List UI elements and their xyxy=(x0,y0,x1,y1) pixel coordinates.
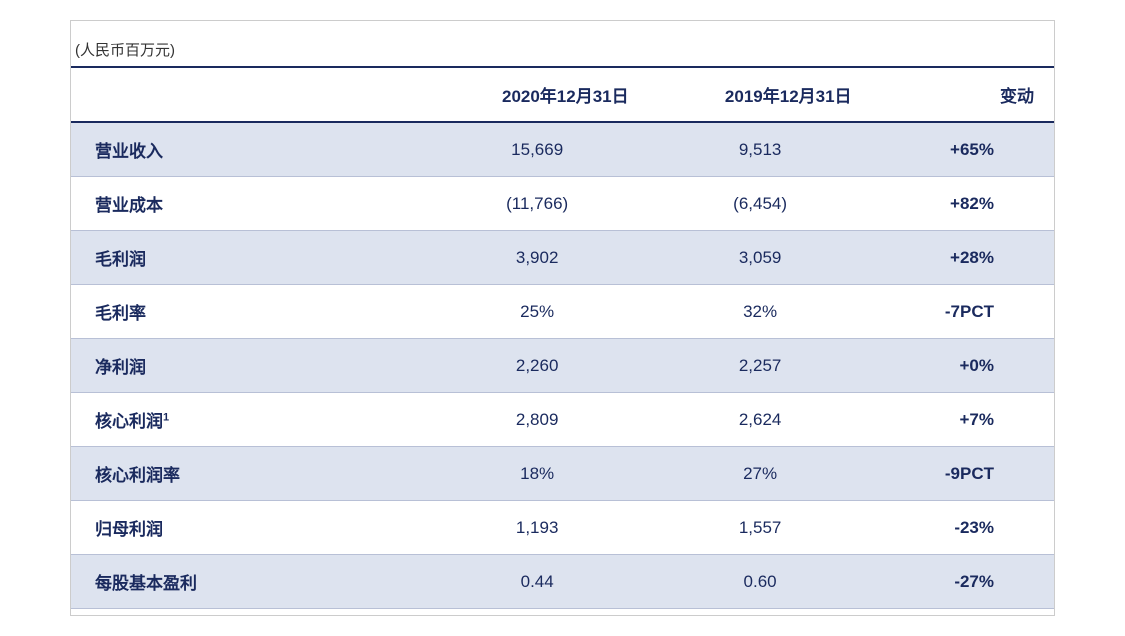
header-col-2020: 2020年12月31日 xyxy=(426,67,649,122)
row-label: 核心利润率 xyxy=(71,447,426,501)
row-value-2019: 32% xyxy=(649,285,872,339)
table-row: 每股基本盈利0.440.60-27% xyxy=(71,555,1054,609)
table-row: 营业收入15,6699,513+65% xyxy=(71,122,1054,177)
row-value-2019: 9,513 xyxy=(649,122,872,177)
row-value-2019: 2,624 xyxy=(649,393,872,447)
row-change: +28% xyxy=(872,231,1054,285)
row-change: +7% xyxy=(872,393,1054,447)
row-value-2020: 2,260 xyxy=(426,339,649,393)
row-label: 毛利润 xyxy=(71,231,426,285)
row-value-2020: 1,193 xyxy=(426,501,649,555)
table-row: 归母利润1,1931,557-23% xyxy=(71,501,1054,555)
header-col-change: 变动 xyxy=(872,67,1054,122)
row-value-2020: 25% xyxy=(426,285,649,339)
row-value-2020: (11,766) xyxy=(426,177,649,231)
row-change: -27% xyxy=(872,555,1054,609)
row-value-2020: 0.44 xyxy=(426,555,649,609)
table-row: 营业成本(11,766)(6,454)+82% xyxy=(71,177,1054,231)
row-label: 净利润 xyxy=(71,339,426,393)
financial-table-container: 2020年12月31日 2019年12月31日 变动 营业收入15,6699,5… xyxy=(71,66,1054,609)
row-value-2019: 3,059 xyxy=(649,231,872,285)
row-value-2019: 0.60 xyxy=(649,555,872,609)
row-change: -9PCT xyxy=(872,447,1054,501)
row-value-2020: 2,809 xyxy=(426,393,649,447)
row-label: 核心利润1 xyxy=(71,393,426,447)
row-label: 营业成本 xyxy=(71,177,426,231)
row-value-2019: 1,557 xyxy=(649,501,872,555)
row-change: -23% xyxy=(872,501,1054,555)
table-body: 营业收入15,6699,513+65%营业成本(11,766)(6,454)+8… xyxy=(71,122,1054,609)
row-change: +0% xyxy=(872,339,1054,393)
row-label: 营业收入 xyxy=(71,122,426,177)
row-value-2019: 2,257 xyxy=(649,339,872,393)
table-row: 核心利润率18%27%-9PCT xyxy=(71,447,1054,501)
table-row: 净利润2,2602,257+0% xyxy=(71,339,1054,393)
row-label: 归母利润 xyxy=(71,501,426,555)
row-value-2020: 15,669 xyxy=(426,122,649,177)
row-value-2020: 3,902 xyxy=(426,231,649,285)
row-change: +82% xyxy=(872,177,1054,231)
header-label xyxy=(71,67,426,122)
table-row: 毛利润3,9023,059+28% xyxy=(71,231,1054,285)
footnote-superscript: 1 xyxy=(163,411,169,423)
header-row: 2020年12月31日 2019年12月31日 变动 xyxy=(71,67,1054,122)
row-value-2019: (6,454) xyxy=(649,177,872,231)
row-change: -7PCT xyxy=(872,285,1054,339)
row-label: 每股基本盈利 xyxy=(71,555,426,609)
table-row: 毛利率25%32%-7PCT xyxy=(71,285,1054,339)
table-row: 核心利润12,8092,624+7% xyxy=(71,393,1054,447)
financial-table: 2020年12月31日 2019年12月31日 变动 营业收入15,6699,5… xyxy=(71,66,1054,609)
row-value-2020: 18% xyxy=(426,447,649,501)
header-col-2019: 2019年12月31日 xyxy=(649,67,872,122)
page-container: (人民币百万元) 2020年12月31日 2019年12月31日 变动 营业收入… xyxy=(70,20,1055,616)
row-change: +65% xyxy=(872,122,1054,177)
row-label: 毛利率 xyxy=(71,285,426,339)
unit-label: (人民币百万元) xyxy=(71,39,1054,60)
row-value-2019: 27% xyxy=(649,447,872,501)
